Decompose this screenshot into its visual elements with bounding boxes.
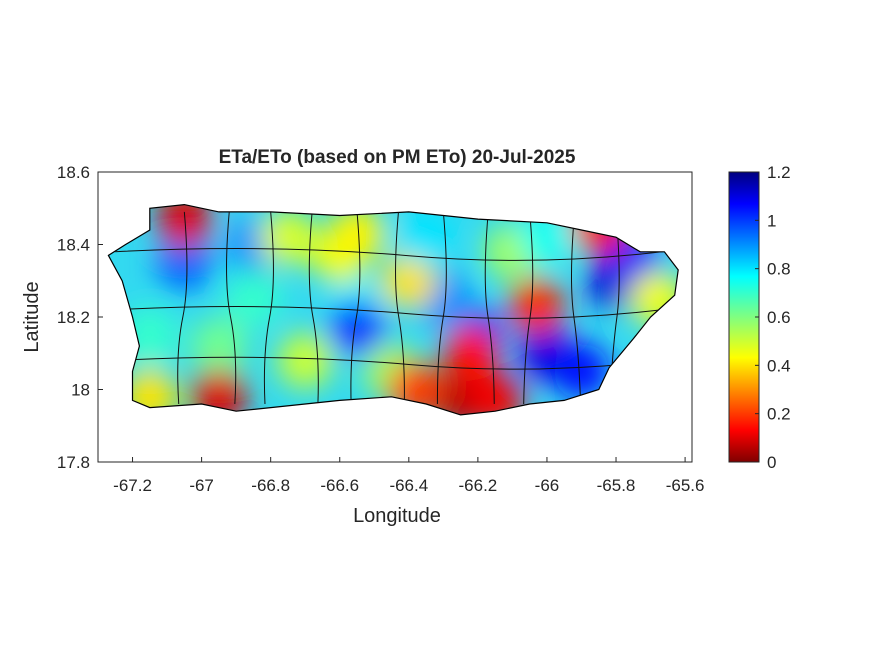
- colorbar-tick-label-5: 1: [767, 211, 776, 230]
- y-tick-label-3: 18.4: [57, 236, 90, 255]
- municipal-line-h2: [115, 356, 679, 370]
- colorbar-ticks: 0 0.2 0.4 0.6 0.8 1 1.2: [755, 163, 791, 472]
- value-region-8: [329, 299, 386, 356]
- x-tick-label-4: -66.4: [389, 476, 428, 495]
- municipal-line-h0: [115, 248, 679, 261]
- x-tick-label-8: -65.6: [666, 476, 705, 495]
- plot-area: -67.2 -67 -66.8 -66.6 -66.4 -66.2 -66 -65.8 -65.…: [57, 163, 705, 495]
- municipal-line-h1: [115, 306, 679, 319]
- map-title: ETa/ETo (based on PM ETo) 20-Jul-2025: [219, 147, 576, 168]
- municipal-line-v3: [308, 211, 319, 405]
- y-axis-label: Latitude: [21, 281, 43, 352]
- municipal-line-v8: [523, 211, 534, 405]
- coastline: [107, 203, 679, 416]
- municipal-boundaries: [115, 211, 679, 405]
- colorbar: 0 0.2 0.4 0.6 0.8 1 1.2: [728, 163, 791, 472]
- x-axis-ticks: -67.2 -67 -66.8 -66.6 -66.4 -66.2 -66 -65.8 -65.…: [113, 457, 704, 495]
- x-tick-label-6: -66: [535, 476, 560, 495]
- x-tick-label-2: -66.8: [251, 476, 290, 495]
- x-tick-label-0: -67.2: [113, 476, 152, 495]
- y-tick-label-2: 18.2: [57, 308, 90, 327]
- y-tick-label-4: 18.6: [57, 163, 90, 182]
- colorbar-tick-label-0: 0: [767, 453, 776, 472]
- value-region-6: [553, 343, 610, 400]
- x-tick-label-3: -66.6: [320, 476, 359, 495]
- value-region-30: [398, 209, 455, 266]
- y-tick-label-1: 18: [71, 381, 90, 400]
- colorbar-tick-label-6: 1.2: [767, 163, 791, 182]
- x-tick-label-5: -66.2: [459, 476, 498, 495]
- x-tick-label-7: -65.8: [597, 476, 636, 495]
- y-axis-ticks: 17.8 18 18.2 18.4 18.6: [57, 163, 103, 472]
- municipal-line-v5: [395, 211, 405, 405]
- value-region-25: [508, 278, 565, 335]
- value-region-16: [190, 318, 247, 374]
- x-axis-label: Longitude: [353, 505, 441, 527]
- municipal-line-v4: [350, 211, 361, 405]
- value-region-29: [225, 270, 282, 327]
- colorbar-tick-label-4: 0.8: [767, 260, 791, 279]
- value-region-13: [329, 205, 386, 262]
- colorbar-gradient: [728, 171, 760, 463]
- x-tick-label-1: -67: [189, 476, 214, 495]
- colorbar-tick-label-3: 0.6: [767, 308, 791, 327]
- colorbar-tick-label-1: 0.2: [767, 405, 791, 424]
- colorbar-tick-label-2: 0.4: [767, 356, 791, 375]
- value-region-14: [277, 332, 334, 389]
- municipal-line-v6: [436, 211, 447, 405]
- value-region-12: [259, 209, 316, 266]
- municipal-line-v7: [484, 211, 495, 405]
- y-tick-label-0: 17.8: [57, 453, 90, 472]
- value-region-10: [380, 252, 437, 309]
